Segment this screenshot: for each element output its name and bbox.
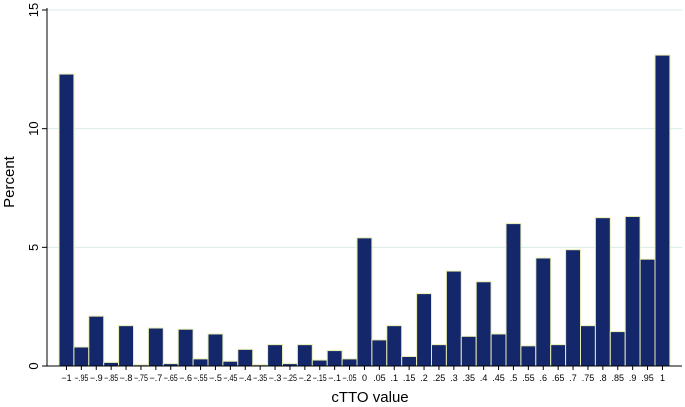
x-tick-label: −.35 [253, 373, 267, 383]
x-tick-label: .9 [629, 373, 637, 383]
x-tick-label: −.25 [283, 373, 297, 383]
x-tick-label: −.55 [194, 373, 208, 383]
x-tick-label: 1 [660, 373, 665, 383]
bar [222, 360, 239, 367]
x-tick-label: −.15 [313, 373, 327, 383]
bar [192, 358, 209, 367]
x-tick-label: −.5 [209, 373, 222, 383]
x-tick-label: .15 [403, 373, 416, 383]
x-tick-label: −1 [61, 373, 71, 383]
bar [88, 315, 105, 367]
x-tick-label: .95 [641, 373, 654, 383]
bar [58, 73, 75, 367]
y-axis: 0 5 10 15 [26, 3, 48, 370]
x-tick-label: −.8 [120, 373, 133, 383]
bar [177, 328, 194, 367]
bar [550, 344, 567, 367]
bar [386, 325, 403, 367]
bar [341, 358, 358, 367]
bar [118, 325, 134, 367]
x-tick-label: .5 [510, 373, 518, 383]
y-tick-label: 0 [26, 362, 41, 369]
y-axis-title: Percent [1, 155, 18, 208]
x-tick-label: −.9 [90, 373, 103, 383]
bar [505, 223, 522, 367]
bar [609, 331, 626, 367]
bar [371, 339, 388, 367]
bar [460, 335, 477, 367]
bar [475, 281, 492, 367]
x-tick-label: .45 [492, 373, 505, 383]
y-tick-label: 15 [26, 3, 41, 17]
y-tick-label: 5 [26, 244, 41, 251]
bar [580, 325, 596, 367]
x-tick-label: −.3 [269, 373, 282, 383]
x-axis-title: cTTO value [331, 389, 408, 406]
bar [520, 345, 537, 367]
x-tick-label: −.2 [298, 373, 311, 383]
x-tick-label: .6 [539, 373, 547, 383]
x-tick-label: .65 [552, 373, 565, 383]
x-tick-label: −.05 [343, 373, 357, 383]
x-tick-label: 0 [362, 373, 367, 383]
bar [535, 257, 552, 367]
bar [639, 258, 656, 367]
bar [654, 54, 671, 367]
x-tick-label: −.45 [223, 373, 237, 383]
bar [207, 333, 224, 367]
bar [431, 344, 447, 367]
bar [594, 217, 611, 367]
grid-lines [47, 9, 682, 248]
bar [416, 293, 433, 367]
x-tick-label: .8 [599, 373, 607, 383]
bar [326, 350, 343, 367]
x-axis: −1 −.95 −.9 −.85 −.8 −.75 −.7 −.65 −.6 −.55 −.5 −.4… [47, 365, 682, 383]
bar [147, 327, 164, 367]
x-tick-label: −.75 [134, 373, 148, 383]
x-tick-label: −.85 [104, 373, 118, 383]
bar [356, 237, 373, 367]
x-tick-label: −.7 [149, 373, 162, 383]
bar [311, 359, 328, 367]
y-tick-label: 10 [26, 121, 41, 135]
x-tick-label: .3 [450, 373, 458, 383]
x-tick-label: .4 [480, 373, 488, 383]
bar [401, 356, 418, 367]
bar [624, 215, 641, 367]
x-tick-label: .55 [522, 373, 535, 383]
x-tick-label: −.4 [239, 373, 252, 383]
x-tick-label: .85 [611, 373, 624, 383]
bar [490, 333, 507, 367]
x-tick-label: −.65 [164, 373, 178, 383]
x-tick-label: .75 [582, 373, 595, 383]
bar [73, 346, 90, 367]
x-tick-label: .7 [569, 373, 577, 383]
x-tick-label: .2 [420, 373, 428, 383]
x-tick-label: .05 [373, 373, 386, 383]
x-tick-label: .35 [462, 373, 475, 383]
bar [565, 249, 581, 367]
bar [296, 344, 313, 367]
x-tick-label: .25 [433, 373, 446, 383]
x-tick-label: −.1 [328, 373, 341, 383]
bar [103, 361, 120, 367]
x-tick-label: −.6 [179, 373, 192, 383]
x-tick-label: .1 [390, 373, 398, 383]
bar [237, 348, 254, 367]
bar [267, 344, 284, 367]
bar [445, 270, 462, 367]
x-tick-label: −.95 [74, 373, 88, 383]
bars [58, 54, 671, 367]
